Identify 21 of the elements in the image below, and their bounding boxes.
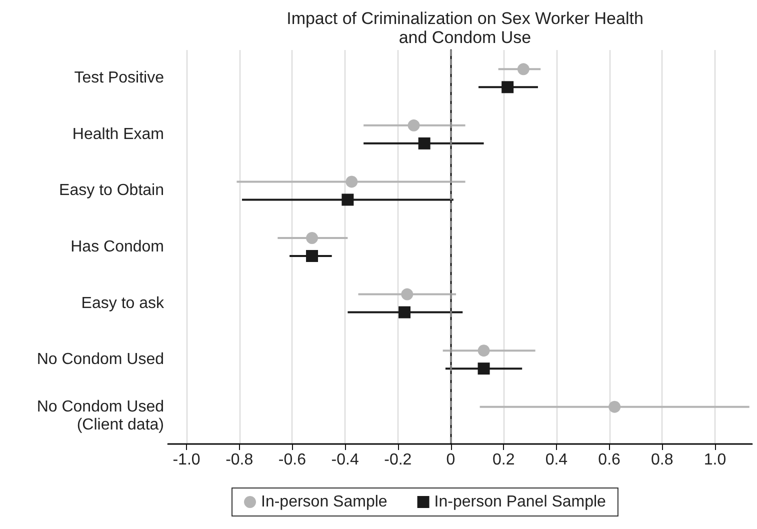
x-tick-label: 0.8	[651, 452, 674, 468]
y-tick-label: Test Positive	[74, 70, 164, 87]
x-tick-label: -0.8	[226, 452, 254, 468]
y-tick-label: No Condom Used	[36, 351, 164, 368]
legend-label: In-person Panel Sample	[434, 494, 606, 510]
x-tick-label: 1.0	[704, 452, 726, 468]
y-tick-label: Easy to ask	[81, 294, 165, 312]
x-tick-label: 0.2	[492, 452, 515, 468]
x-tick-label: 0.6	[598, 452, 621, 468]
x-tick-label: -1.0	[172, 452, 200, 468]
y-tick-label: Has Condom	[70, 238, 164, 256]
legend-label: In-person Sample	[261, 494, 388, 510]
chart-title: Impact of Criminalization on Sex Worker Health and Condom Use	[286, 9, 644, 47]
x-tick-label: 0.4	[545, 452, 568, 468]
x-tick-label: -0.4	[331, 452, 359, 468]
y-tick-label: No Condom Used (Client data)	[36, 398, 164, 434]
x-tick-label: -0.6	[278, 452, 306, 468]
x-tick-label: 0	[446, 452, 456, 468]
y-tick-label: Easy to Obtain	[59, 182, 164, 200]
x-tick-label: -0.2	[384, 452, 412, 468]
y-tick-label: Health Exam	[72, 126, 164, 143]
